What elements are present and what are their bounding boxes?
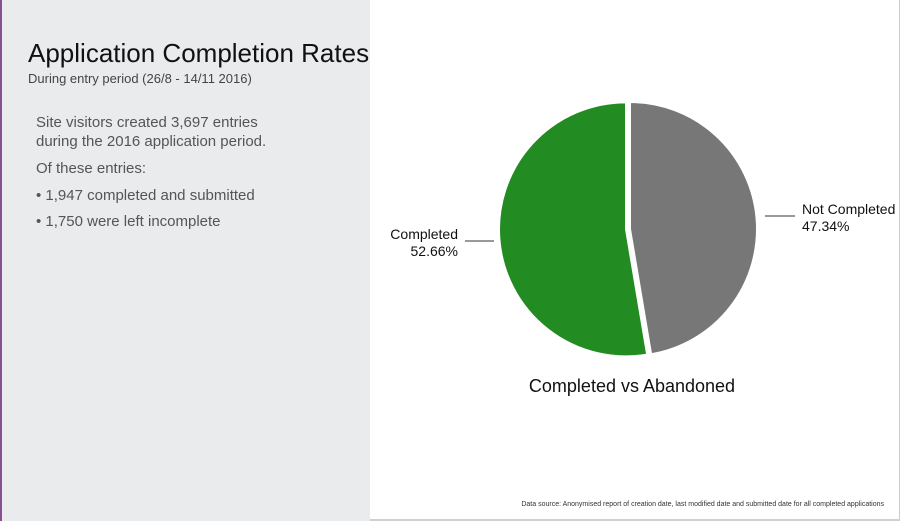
summary-panel [0,0,370,521]
value-not-completed: 47.34% [802,218,849,234]
pie-slice-not-completed [629,100,758,356]
bullet-item: 1,947 completed and submitted [36,186,276,205]
summary-text: Site visitors created 3,697 entries duri… [36,113,276,238]
label-completed: Completed [390,226,458,242]
pie-slice-completed [498,101,649,358]
chart-title: Completed vs Abandoned [529,376,735,396]
page-subtitle: During entry period (26/8 - 14/11 2016) [28,71,252,86]
bullet-list: 1,947 completed and submitted 1,750 were… [36,186,276,231]
intro-text: Site visitors created 3,697 entries duri… [36,114,267,150]
data-source-note: Data source: Anonymised report of creati… [521,501,884,508]
lead-text: Of these entries: [36,160,147,177]
chart-frame [370,0,900,521]
label-not-completed: Not Completed [802,201,895,217]
page-title: Application Completion Rates [28,38,370,68]
bullet-item: 1,750 were left incomplete [36,212,276,231]
value-completed: 52.66% [411,243,458,259]
